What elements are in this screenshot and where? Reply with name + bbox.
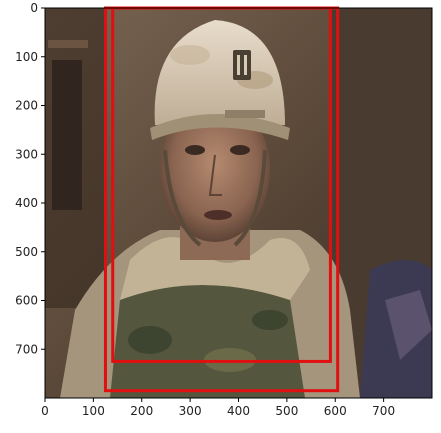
y-tick-label: 300 xyxy=(15,147,38,161)
left-eye xyxy=(185,145,205,155)
collar xyxy=(120,237,310,300)
y-axis: 0 100 200 300 400 500 600 700 xyxy=(15,1,45,356)
y-tick-label: 600 xyxy=(15,294,38,308)
x-tick-label: 700 xyxy=(372,404,395,418)
camo-patch xyxy=(252,310,288,330)
x-tick-label: 200 xyxy=(130,404,153,418)
x-axis: 0 100 200 300 400 500 600 700 xyxy=(41,398,395,418)
y-tick-label: 200 xyxy=(15,99,38,113)
x-tick-label: 100 xyxy=(82,404,105,418)
x-tick-label: 0 xyxy=(41,404,49,418)
photo xyxy=(45,8,432,398)
camo-patch xyxy=(128,326,172,354)
y-tick-label: 100 xyxy=(15,50,38,64)
name-tape xyxy=(225,110,265,118)
window-pane xyxy=(52,60,82,210)
chin-strap xyxy=(233,149,267,247)
y-tick-label: 0 xyxy=(30,1,38,15)
nose xyxy=(208,154,222,196)
chin-strap xyxy=(163,149,202,247)
x-tick-label: 500 xyxy=(275,404,298,418)
x-tick-label: 400 xyxy=(227,404,250,418)
rank-bar xyxy=(244,55,247,75)
face xyxy=(160,98,270,242)
helmet-camo xyxy=(170,45,210,65)
y-tick-label: 500 xyxy=(15,245,38,259)
bystander-pattern xyxy=(385,290,432,360)
right-eye xyxy=(230,145,250,155)
vest xyxy=(110,285,305,398)
x-tick-label: 300 xyxy=(179,404,202,418)
helmet-band xyxy=(150,114,290,140)
x-tick-label: 600 xyxy=(324,404,347,418)
mouth xyxy=(204,210,232,220)
rank-insignia xyxy=(233,50,251,80)
rank-bar xyxy=(237,55,240,75)
y-tick-label: 400 xyxy=(15,196,38,210)
y-tick-label: 700 xyxy=(15,342,38,356)
window-sill xyxy=(48,40,88,48)
